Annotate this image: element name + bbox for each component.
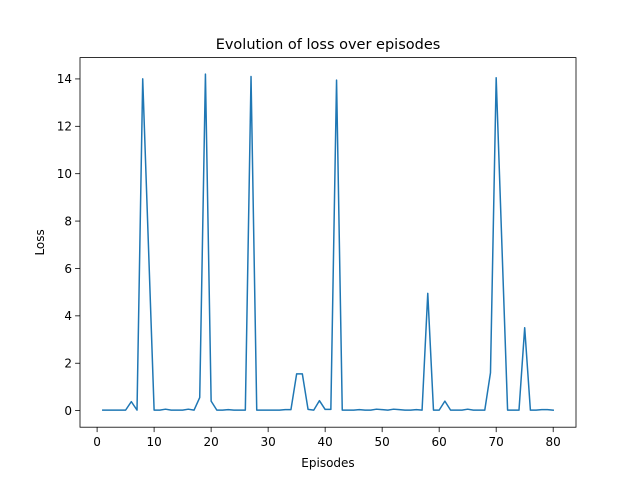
x-tick-label: 80 [546, 435, 561, 449]
x-tick-label: 0 [93, 435, 101, 449]
y-tick-label: 0 [64, 404, 72, 418]
x-tick-label: 40 [318, 435, 333, 449]
y-tick-label: 6 [64, 262, 72, 276]
x-tick-label: 60 [432, 435, 447, 449]
y-tick-label: 14 [57, 72, 72, 86]
y-tick-label: 8 [64, 214, 72, 228]
chart-title: Evolution of loss over episodes [216, 37, 441, 53]
x-tick-label: 10 [146, 435, 161, 449]
y-axis-label: Loss [33, 229, 47, 255]
series-layer [102, 73, 555, 411]
x-tick-label: 70 [489, 435, 504, 449]
y-tick-label: 12 [57, 120, 72, 134]
y-tick-label: 4 [64, 309, 72, 323]
x-axis: 0 10 20 30 40 50 60 70 80 [93, 427, 561, 449]
loss-series-line [102, 73, 555, 411]
x-tick-label: 20 [203, 435, 218, 449]
y-axis: 0 2 4 6 8 10 12 14 [57, 72, 80, 418]
x-tick-label: 30 [260, 435, 275, 449]
x-tick-label: 50 [375, 435, 390, 449]
y-tick-label: 10 [57, 167, 72, 181]
x-axis-label: Episodes [301, 456, 354, 470]
y-tick-label: 2 [64, 357, 72, 371]
plot-area [79, 57, 577, 428]
